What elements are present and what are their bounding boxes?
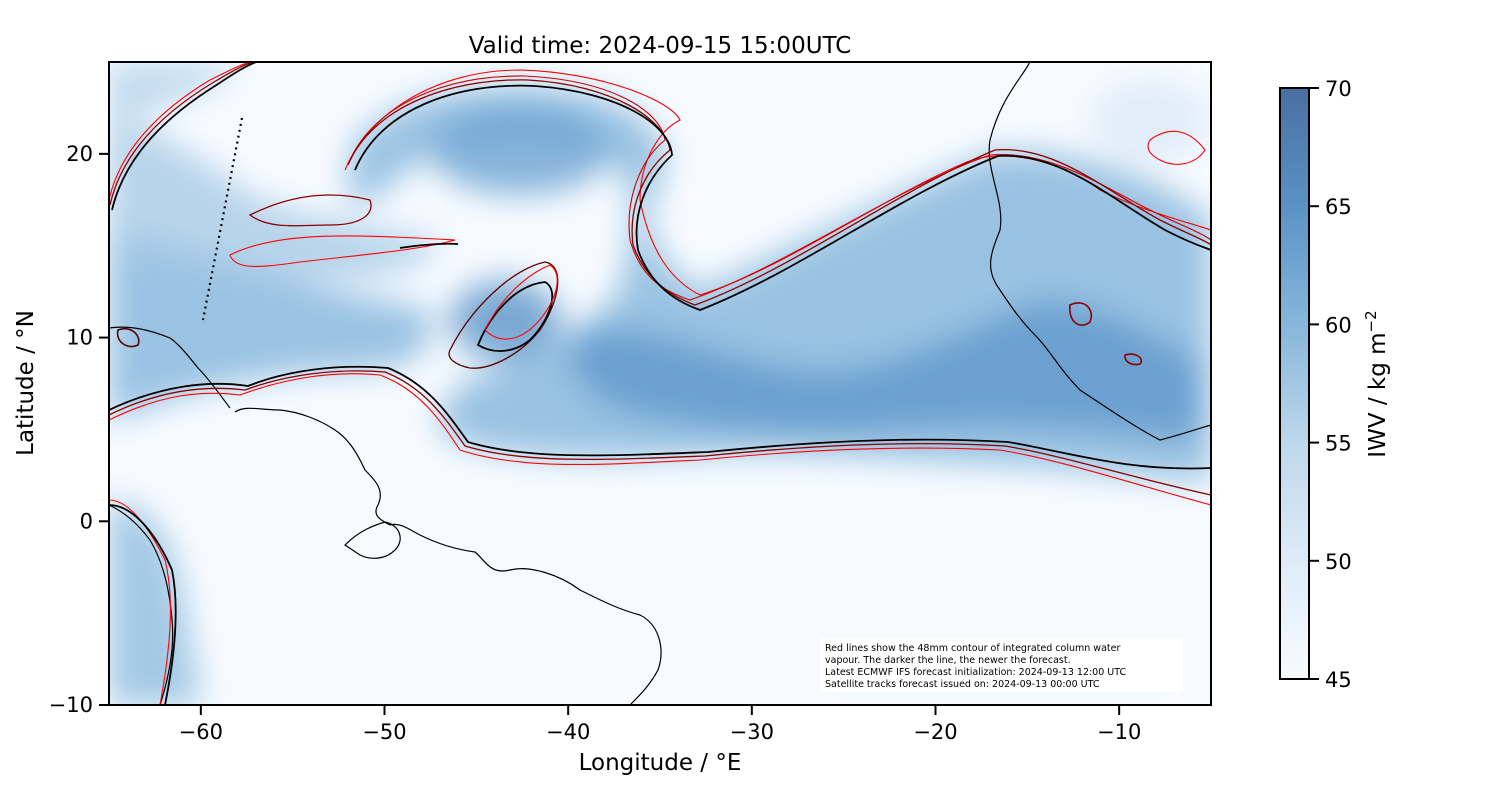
y-tick-label: 20 [66,142,93,166]
contour-sw-1 [109,499,172,705]
amazon-islands [344,521,401,559]
map-panel: Red lines show the 48mm contour of integ… [109,62,1211,705]
y-axis-ticks: −10 0 10 20 [49,142,109,717]
south-america-coast-west [109,504,174,705]
contour-south-newest [109,365,1211,470]
colorbar-label-superscript: −2 [1362,310,1380,332]
colorbar-tick-label: 70 [1325,77,1352,101]
contour-sw-2 [109,504,177,705]
annotation-line-4: Satellite tracks forecast issued on: 202… [825,679,1100,690]
contour-nw-1 [109,62,251,201]
contour-east-blob-2 [1124,353,1143,366]
y-axis-label: Latitude / °N [13,310,39,456]
annotation-line-2: vapour. The darker the line, the newer t… [825,655,1071,666]
contour-nw-3 [109,62,254,206]
contour-west-3 [248,194,372,227]
y-tick-label: 10 [66,326,93,350]
colorbar-tick-label: 45 [1325,668,1352,692]
x-tick-label: −50 [362,720,406,744]
contour-east-blob [1069,302,1092,326]
central-america-coast [109,326,231,409]
africa-coast [988,62,1211,441]
x-axis-label: Longitude / °E [579,750,742,776]
iwv-band-core [570,300,1200,440]
colorbar-tick-label: 60 [1325,313,1352,337]
annotation-line-3: Latest ECMWF IFS forecast initialization… [825,667,1126,678]
coastlines [109,62,1211,705]
colorbar-label: IWV / kg m−2 [1362,310,1391,457]
iwv-caribbean [109,230,433,420]
contour-south-mid [109,370,1211,496]
south-america-coast [234,407,662,705]
colorbar-tick-label: 55 [1325,432,1352,456]
x-tick-label: −20 [913,720,957,744]
contour-south-oldest [109,373,1211,506]
colorbar-label-text: IWV / kg m [1365,332,1391,457]
annotation-background [820,638,1183,692]
contour-vortex-red [484,264,558,340]
contour-caribbean-small [116,327,140,348]
satellite-track [201,117,244,321]
colorbar: 45 50 55 60 65 70 IWV / kg m−2 [1279,77,1391,692]
colorbar-tick-label: 65 [1325,195,1352,219]
annotation-line-1: Red lines show the 48mm contour of integ… [825,643,1120,654]
iwv-vortex [450,280,560,360]
contour-ne-fragments [1147,130,1206,165]
map-frame [108,61,1212,706]
y-tick-label: 0 [80,509,93,533]
x-tick-label: −60 [179,720,223,744]
contour-nw-2 [111,62,257,211]
iwv-field [109,62,1211,705]
iwv-far-east [1090,80,1210,160]
annotation-box: Red lines show the 48mm contour of integ… [820,638,1183,692]
x-tick-label: −40 [546,720,590,744]
x-tick-label: −30 [730,720,774,744]
colorbar-tick-label: 50 [1325,550,1352,574]
x-axis-ticks: −60 −50 −40 −30 −20 −10 [179,705,1141,744]
y-tick-label: −10 [49,693,93,717]
map-title: Valid time: 2024-09-15 15:00UTC [469,33,852,59]
contour-newest [354,84,1211,311]
forecast-contours [109,62,1211,705]
iwv-north-caribbean [109,120,440,280]
iwv-core-west [430,105,610,195]
colorbar-gradient [1279,87,1310,680]
contour-vortex-inner [476,281,554,352]
contour-west-2 [399,242,459,249]
contour-west-1 [229,235,456,267]
iwv-pacific [109,500,200,705]
x-tick-label: −10 [1097,720,1141,744]
colorbar-ticks: 45 50 55 60 65 70 [1309,77,1352,692]
